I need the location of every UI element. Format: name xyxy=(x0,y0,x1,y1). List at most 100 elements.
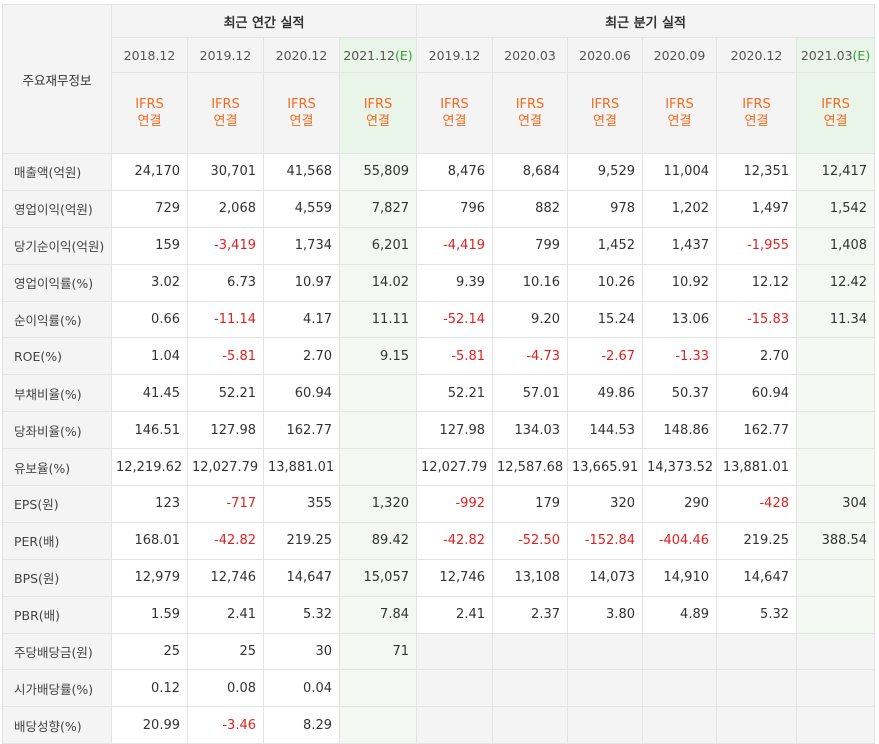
quarterly-value-cell: 796 xyxy=(416,189,493,228)
quarterly-value-cell: 1,202 xyxy=(642,189,717,228)
ifrs-text: IFRS xyxy=(135,97,164,112)
quarterly-period-header: 2020.03 xyxy=(492,37,568,73)
quarterly-value-cell: 10.16 xyxy=(492,263,568,302)
ifrs-consolidated-label: IFRS 연결 xyxy=(716,72,797,154)
quarterly-value-cell: 127.98 xyxy=(416,411,493,450)
quarterly-value-cell: 13.06 xyxy=(642,300,717,339)
annual-value-cell: 13,881.01 xyxy=(263,448,340,487)
annual-value-cell: 2,068 xyxy=(187,189,264,228)
annual-value-cell: 20.99 xyxy=(111,706,188,744)
annual-value-cell xyxy=(339,706,417,744)
quarterly-value-cell: 13,108 xyxy=(492,558,568,597)
period-label: 2020.03 xyxy=(504,47,556,63)
quarterly-value-cell: 134.03 xyxy=(492,411,568,450)
table-row: 주당배당금(원) 25 25 30 71 xyxy=(2,632,876,671)
annual-value-cell: 2.70 xyxy=(263,337,340,376)
quarterly-period-header: 2021.03(E) xyxy=(795,37,876,73)
quarterly-value-cell xyxy=(795,706,876,744)
annual-value-cell xyxy=(339,669,417,708)
quarterly-value-cell: 219.25 xyxy=(716,521,797,560)
table-row: 영업이익(억원) 729 2,068 4,559 7,827 796 882 978 1,202… xyxy=(2,189,876,228)
row-label: 영업이익률(%) xyxy=(2,263,112,302)
ifrs-text: IFRS xyxy=(287,97,316,112)
quarterly-value-cell: 5.32 xyxy=(716,595,797,634)
annual-value-cell: 14.02 xyxy=(339,263,417,302)
estimate-suffix: (E) xyxy=(395,47,413,63)
quarterly-value-cell: 50.37 xyxy=(642,374,717,413)
quarterly-value-cell: 13,665.91 xyxy=(567,448,643,487)
table-row: 매출액(억원) 24,170 30,701 41,568 55,809 8,476 8,68… xyxy=(2,153,876,191)
row-label: 영업이익(억원) xyxy=(2,189,112,228)
quarterly-value-cell: 978 xyxy=(567,189,643,228)
quarterly-value-cell: 13,881.01 xyxy=(716,448,797,487)
annual-value-cell: 12,979 xyxy=(111,558,188,597)
annual-value-cell: -3.46 xyxy=(187,706,264,744)
quarterly-value-cell xyxy=(642,706,717,744)
table-row: 유보율(%) 12,219.62 12,027.79 13,881.01 12,027.… xyxy=(2,448,876,487)
quarterly-value-cell: 12,417 xyxy=(795,153,876,191)
ifrs-text: IFRS xyxy=(363,97,393,112)
quarterly-period-header: 2020.09 xyxy=(642,37,717,73)
quarterly-value-cell xyxy=(416,632,493,671)
quarterly-value-cell xyxy=(492,632,568,671)
ifrs-text: IFRS xyxy=(665,97,694,112)
period-label: 2020.12 xyxy=(275,47,328,63)
row-label: 당좌비율(%) xyxy=(2,411,112,450)
quarterly-value-cell: -1,955 xyxy=(716,226,797,265)
estimate-suffix: (E) xyxy=(852,47,871,63)
annual-value-cell: -42.82 xyxy=(187,521,264,560)
quarterly-value-cell: 60.94 xyxy=(716,374,797,413)
annual-group-header: 최근 연간 실적 xyxy=(111,4,417,38)
quarterly-value-cell: -428 xyxy=(716,485,797,523)
quarterly-value-cell xyxy=(416,706,493,744)
ifrs-consolidated-label: IFRS 연결 xyxy=(263,72,340,154)
quarterly-group-header: 최근 분기 실적 xyxy=(415,4,876,38)
table-row: EPS(원) 123 -717 355 1,320 -992 179 320 290 -428 30… xyxy=(2,485,876,523)
quarterly-value-cell: 15.24 xyxy=(567,300,643,339)
annual-value-cell: 6,201 xyxy=(339,226,417,265)
quarterly-value-cell: 1,437 xyxy=(642,226,717,265)
annual-value-cell xyxy=(339,411,417,450)
quarterly-value-cell: -42.82 xyxy=(416,521,493,560)
annual-value-cell: 12,746 xyxy=(187,558,264,597)
quarterly-value-cell: 12,746 xyxy=(416,558,493,597)
quarterly-value-cell xyxy=(716,706,797,744)
ifrs-consolidated-label: IFRS 연결 xyxy=(187,72,264,154)
ifrs-consolidated-label: IFRS 연결 xyxy=(111,72,188,154)
annual-value-cell: 24,170 xyxy=(111,153,188,191)
quarterly-value-cell: 8,684 xyxy=(492,153,568,191)
annual-value-cell: 10.97 xyxy=(263,263,340,302)
quarterly-value-cell xyxy=(795,411,876,450)
quarterly-value-cell: 388.54 xyxy=(795,521,876,560)
ifrs-consolidated-label: IFRS 연결 xyxy=(567,72,643,154)
annual-period-header: 2018.12 xyxy=(111,37,188,73)
row-label: 매출액(억원) xyxy=(2,153,112,191)
quarterly-value-cell: -5.81 xyxy=(416,337,493,376)
consolidated-text: 연결 xyxy=(442,114,467,129)
quarterly-value-cell: 12,587.68 xyxy=(492,448,568,487)
quarterly-value-cell: 12,351 xyxy=(716,153,797,191)
quarterly-value-cell: -4,419 xyxy=(416,226,493,265)
quarterly-value-cell: -2.67 xyxy=(567,337,643,376)
table-row: 영업이익률(%) 3.02 6.73 10.97 14.02 9.39 10.16 10.26… xyxy=(2,263,876,302)
ifrs-consolidated-label: IFRS 연결 xyxy=(492,72,568,154)
quarterly-value-cell xyxy=(416,669,493,708)
annual-value-cell: 89.42 xyxy=(339,521,417,560)
annual-value-cell: 729 xyxy=(111,189,188,228)
annual-value-cell: -717 xyxy=(187,485,264,523)
annual-value-cell: 1.04 xyxy=(111,337,188,376)
row-label: 배당성향(%) xyxy=(2,706,112,744)
ifrs-consolidated-label: IFRS 연결 xyxy=(416,72,493,154)
quarterly-value-cell: 11,004 xyxy=(642,153,717,191)
annual-value-cell: 15,057 xyxy=(339,558,417,597)
annual-value-cell: 123 xyxy=(111,485,188,523)
annual-value-cell: 11.11 xyxy=(339,300,417,339)
table-row: 당기순이익(억원) 159 -3,419 1,734 6,201 -4,419 799 1,4… xyxy=(2,226,876,265)
quarterly-value-cell xyxy=(492,706,568,744)
quarterly-value-cell: 8,476 xyxy=(416,153,493,191)
annual-value-cell: 1.59 xyxy=(111,595,188,634)
annual-period-header: 2021.12(E) xyxy=(339,37,417,73)
quarterly-value-cell: -52.14 xyxy=(416,300,493,339)
period-label: 2020.09 xyxy=(653,47,706,63)
period-label: 2020.12 xyxy=(730,47,783,63)
